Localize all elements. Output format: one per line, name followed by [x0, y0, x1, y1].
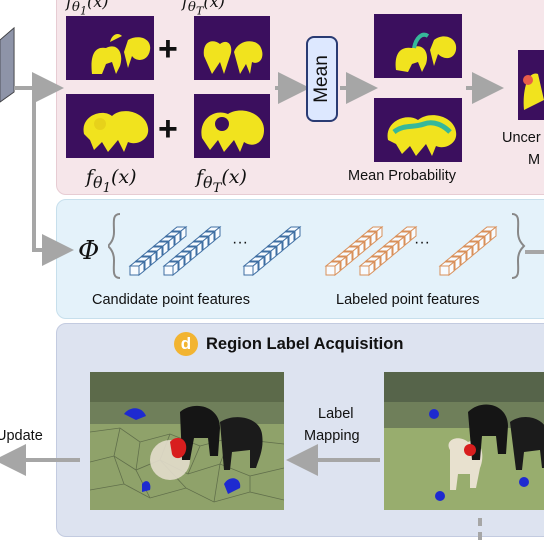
section-d-title: d Region Label Acquisition [174, 332, 403, 356]
f-theta-t-bottom-label: fθT(x) [196, 166, 247, 196]
candidate-point-feature-cubes [128, 225, 302, 277]
candidate-point-features-label: Candidate point features [92, 292, 250, 308]
mean-probability-heatmap-a [374, 14, 462, 78]
labeled-feature-cube [438, 260, 456, 277]
phi-symbol: Φ [78, 236, 100, 266]
uncertainty-label-partial-2: M [528, 152, 541, 168]
labeled-point-feature-cubes [324, 225, 498, 277]
plus-sign-1: + [158, 30, 178, 68]
section-title: Region Label Acquisition [206, 334, 404, 353]
uncertainty-map-partial [518, 50, 544, 120]
f-theta-t-top-label: fθT(x) [182, 0, 225, 18]
feature-cube-stacks [108, 213, 526, 279]
mean-operator-box: Mean [306, 36, 338, 122]
candidate-ellipsis: ··· [232, 234, 248, 251]
label-mapping-line1: Label [318, 406, 354, 422]
section-badge-d: d [174, 332, 198, 356]
heatmap-model-t-a [194, 16, 270, 80]
f-theta-1-bottom-label: fθ1(x) [86, 166, 137, 196]
labeled-ellipsis: ··· [414, 234, 430, 251]
heatmap-model-1-a [66, 16, 154, 80]
candidate-feature-cube [128, 260, 146, 277]
arrow-input-to-features [32, 92, 74, 266]
region-segmentation-image [90, 372, 284, 510]
heatmap-model-t-b [194, 94, 270, 158]
update-label: Update [0, 428, 43, 444]
labeled-point-features-label: Labeled point features [336, 292, 480, 308]
labeled-feature-cube [358, 260, 376, 277]
candidate-feature-cube [242, 260, 260, 277]
left-brace-icon [108, 213, 121, 279]
mean-label: Mean [311, 55, 332, 103]
labeled-feature-cube [324, 260, 342, 277]
candidate-feature-cube [162, 260, 180, 277]
right-brace-icon [511, 213, 526, 279]
label-mapping-line2: Mapping [304, 428, 360, 444]
plus-sign-2: + [158, 110, 178, 148]
f-theta-1-top-label: fθ1(x) [66, 0, 109, 18]
candidate-feature-cube [186, 240, 204, 257]
labeled-points-image [384, 372, 544, 510]
mean-probability-heatmap-b [374, 98, 462, 162]
uncertainty-label-partial: Uncer [502, 130, 541, 146]
mean-probability-label: Mean Probability [348, 168, 456, 184]
input-cube-icon [0, 26, 15, 103]
heatmap-model-1-b [66, 94, 154, 158]
